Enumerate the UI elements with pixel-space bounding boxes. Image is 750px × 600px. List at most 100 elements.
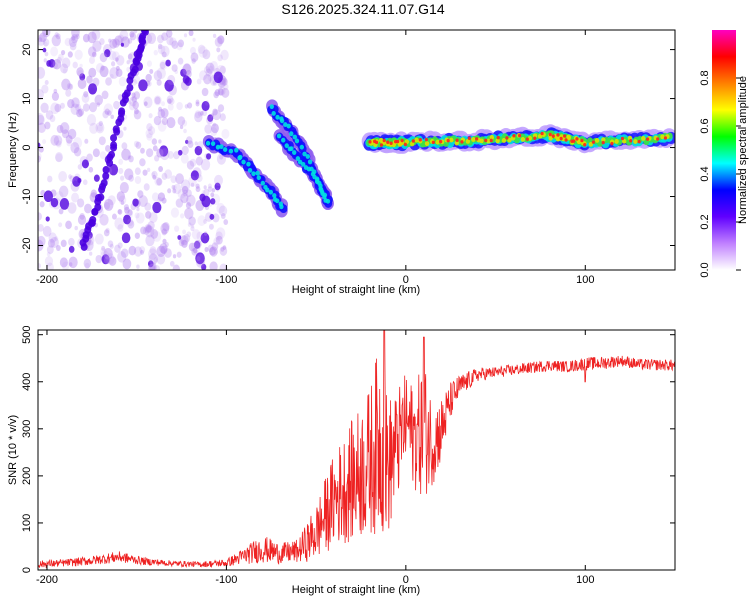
spectrogram-ylabel: Frequency (Hz) xyxy=(7,112,19,188)
noise-blob xyxy=(201,195,211,208)
y-tick-label: -20 xyxy=(21,238,33,254)
noise-blob xyxy=(38,145,44,153)
noise-blob xyxy=(58,208,64,215)
noise-blob xyxy=(152,201,162,214)
noise-blob xyxy=(76,67,84,77)
feature-blob xyxy=(495,138,500,144)
noise-blob xyxy=(39,201,45,208)
noise-blob xyxy=(46,245,54,254)
feature-blob xyxy=(564,138,568,142)
noise-blob xyxy=(94,94,104,106)
noise-blob xyxy=(88,67,97,78)
noise-blob xyxy=(79,63,83,68)
noise-blob xyxy=(128,102,136,111)
noise-blob xyxy=(71,97,80,108)
feature-blob xyxy=(246,161,251,167)
colorbar-tick-label: 0.4 xyxy=(699,166,711,181)
noise-blob xyxy=(191,247,198,256)
feature-blob xyxy=(400,138,404,143)
feature-blob xyxy=(302,151,307,157)
noise-blob xyxy=(195,186,201,193)
feature-blob xyxy=(219,144,224,150)
noise-blob xyxy=(145,210,152,219)
feature-blob xyxy=(496,135,500,140)
noise-blob xyxy=(68,262,73,267)
noise-blob xyxy=(164,248,172,258)
noise-blob xyxy=(216,47,221,53)
noise-blob xyxy=(120,200,125,205)
feature-blob xyxy=(276,133,282,139)
noise-blob xyxy=(81,159,90,169)
noise-blob xyxy=(72,61,78,69)
feature-blob xyxy=(234,147,239,153)
feature-blob xyxy=(610,141,614,146)
noise-blob xyxy=(187,222,192,227)
noise-blob xyxy=(67,202,77,214)
noise-blob xyxy=(95,254,103,264)
feature-blob xyxy=(295,156,301,161)
noise-blob xyxy=(82,179,88,186)
noise-blob xyxy=(69,175,75,183)
feature-blob xyxy=(126,83,134,92)
noise-blob xyxy=(117,242,123,249)
feature-blob xyxy=(269,104,275,110)
noise-blob xyxy=(149,69,154,74)
feature-blob xyxy=(256,175,261,181)
feature-blob xyxy=(140,30,148,35)
noise-blob xyxy=(47,238,56,248)
noise-blob xyxy=(88,102,98,113)
y-tick-label: 500 xyxy=(21,326,33,344)
noise-blob xyxy=(90,189,98,198)
noise-blob xyxy=(194,239,202,249)
feature-blob xyxy=(525,137,529,141)
feature-blob xyxy=(238,154,243,160)
noise-blob xyxy=(42,139,47,145)
feature-blob xyxy=(275,114,280,120)
noise-blob xyxy=(41,84,49,94)
noise-blob xyxy=(114,217,124,230)
noise-blob xyxy=(144,202,152,211)
feature-blob xyxy=(572,139,576,143)
noise-blob xyxy=(174,225,180,232)
noise-blob xyxy=(196,256,201,262)
noise-blob xyxy=(157,120,167,132)
noise-blob xyxy=(58,222,63,228)
noise-blob xyxy=(117,208,123,215)
noise-blob xyxy=(69,42,77,51)
feature-blob xyxy=(289,131,294,137)
noise-blob xyxy=(178,239,185,247)
feature-blob xyxy=(588,141,594,147)
noise-blob xyxy=(183,233,191,243)
noise-blob xyxy=(50,134,60,146)
noise-blob xyxy=(153,115,162,126)
noise-blob xyxy=(104,108,110,115)
noise-blob xyxy=(152,231,162,242)
noise-blob xyxy=(212,108,218,116)
noise-blob xyxy=(127,155,132,160)
noise-blob xyxy=(156,67,166,80)
feature-blob xyxy=(205,140,211,146)
noise-blob xyxy=(109,67,119,79)
noise-blob xyxy=(204,124,213,134)
snr-ticks: -200 -100 0 100 0 100 200 300 400 500 xyxy=(21,326,675,586)
noise-blob xyxy=(140,226,147,235)
noise-blob xyxy=(160,45,170,58)
noise-blob xyxy=(67,99,75,109)
noise-blob xyxy=(221,128,230,139)
feature-blob xyxy=(251,171,256,177)
noise-blob xyxy=(165,59,171,67)
feature-blob xyxy=(325,198,331,204)
noise-blob xyxy=(152,174,157,180)
noise-blob xyxy=(128,174,134,182)
noise-blob xyxy=(209,246,218,257)
noise-blob xyxy=(55,140,62,148)
noise-blob xyxy=(65,220,72,230)
noise-blob xyxy=(122,258,132,270)
noise-blob xyxy=(65,134,73,144)
feature-blob xyxy=(411,139,415,143)
noise-blob xyxy=(157,44,166,55)
noise-blob xyxy=(215,227,226,240)
heatmap-clip-group xyxy=(38,30,675,270)
noise-blob xyxy=(179,125,184,130)
noise-blob xyxy=(211,193,221,206)
